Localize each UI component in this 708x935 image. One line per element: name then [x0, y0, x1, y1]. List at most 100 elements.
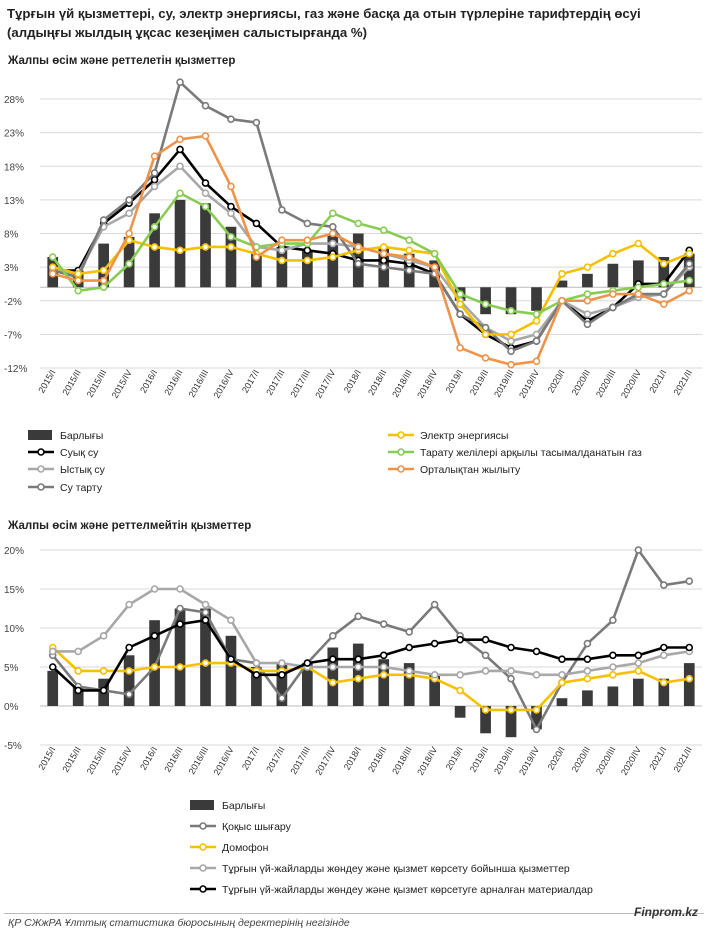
data-point: [660, 678, 668, 687]
y-tick-label: -12%: [4, 364, 27, 375]
data-point: [660, 259, 668, 268]
data-point: [405, 667, 413, 675]
x-tick-label: 2020/III: [594, 368, 618, 399]
bar: [301, 663, 313, 706]
data-point: [609, 249, 617, 258]
data-point: [278, 671, 286, 679]
data-point: [303, 256, 312, 265]
x-tick-label: 2018/II: [366, 745, 388, 774]
legend-label: Тұрғын үй-жайларды жөндеу және қызмет кө…: [222, 863, 570, 875]
y-tick-label: 20%: [4, 546, 24, 557]
bar: [200, 608, 211, 706]
data-point: [176, 585, 184, 593]
x-tick-label: 2015/III: [85, 368, 109, 399]
data-point: [176, 663, 184, 671]
bar: [72, 686, 84, 706]
x-tick-label: 2017/II: [264, 745, 286, 774]
data-point: [354, 612, 363, 621]
y-tick-label: 13%: [4, 196, 24, 207]
legend-label: Барлығы: [222, 800, 265, 812]
data-point: [99, 276, 108, 285]
data-point: [303, 236, 312, 245]
x-tick-label: 2017/III: [288, 745, 312, 776]
bar: [429, 674, 441, 706]
chart-regulated-services: 28%23%18%13%8%3%-2%-7%-12% 2015/I 2015/II 2…: [4, 78, 702, 494]
data-point: [532, 671, 541, 679]
footer-divider: [4, 913, 704, 914]
series-line-тұрғын-үй-жайларды-жөндеу-және-қызмет-көрсету-бойынша-қызметтер: [52, 587, 690, 677]
data-point: [201, 616, 210, 624]
bar: [658, 257, 670, 288]
bar: [251, 667, 262, 706]
data-point: [99, 266, 108, 275]
x-tick-label: 2020/IV: [619, 745, 643, 777]
data-point: [507, 674, 515, 683]
y-tick-label: 8%: [4, 230, 19, 241]
legend-swatch-marker: [397, 448, 405, 456]
data-point: [278, 236, 286, 245]
data-point: [532, 647, 541, 656]
data-point: [430, 263, 439, 271]
data-point: [532, 317, 541, 325]
data-point: [532, 725, 541, 734]
data-point: [507, 337, 515, 345]
data-point: [329, 209, 337, 218]
bar: [149, 620, 160, 706]
bar: [531, 287, 542, 311]
y-tick-label: 0%: [4, 702, 19, 713]
data-point: [278, 206, 286, 214]
x-tick-label: 2017/I: [240, 368, 261, 395]
x-tick-label: 2016/II: [162, 745, 184, 774]
data-point: [456, 344, 464, 352]
data-point: [660, 280, 668, 288]
data-point: [176, 189, 184, 197]
data-point: [456, 686, 464, 695]
footer-source: ҚР СЖжРА Ұлттық статистика бюросының дер…: [8, 917, 350, 929]
data-point: [481, 330, 490, 339]
legend-label: Электр энергиясы: [420, 430, 508, 442]
data-point: [507, 706, 515, 714]
data-point: [303, 219, 312, 228]
data-point: [634, 651, 643, 660]
bar: [378, 659, 390, 706]
chart2-subtitle: Жалпы өсім және реттелмейтін қызметтер: [8, 520, 252, 532]
data-point: [583, 320, 592, 329]
data-point: [329, 239, 337, 248]
data-point: [532, 310, 541, 319]
data-point: [609, 651, 617, 660]
bar: [47, 670, 59, 706]
data-point: [150, 585, 159, 593]
data-point: [48, 647, 57, 656]
x-tick-label: 2015/IV: [110, 745, 134, 777]
x-tick-label: 2021/I: [647, 745, 668, 772]
data-point: [609, 663, 617, 671]
data-point: [252, 659, 261, 667]
data-point: [201, 189, 210, 197]
y-tick-label: -2%: [4, 297, 22, 308]
data-point: [201, 243, 210, 251]
bar: [505, 287, 517, 315]
x-tick-label: 2015/II: [60, 745, 82, 774]
data-point: [252, 671, 261, 679]
data-point: [329, 253, 337, 261]
y-tick-label: 18%: [4, 162, 24, 173]
data-point: [150, 222, 159, 231]
data-point: [150, 175, 159, 184]
data-point: [150, 663, 159, 671]
legend-label: Барлығы: [60, 430, 103, 442]
data-point: [48, 663, 57, 671]
x-tick-label: 2016/III: [187, 745, 211, 776]
bar: [607, 686, 619, 706]
x-tick-label: 2019/II: [468, 745, 490, 774]
data-point: [685, 643, 694, 652]
data-point: [278, 256, 286, 265]
data-point: [456, 671, 464, 679]
x-tick-label: 2018/III: [390, 745, 414, 776]
data-point: [201, 202, 210, 211]
data-point: [405, 266, 413, 275]
data-point: [583, 639, 592, 648]
data-point: [507, 360, 515, 369]
data-point: [583, 263, 592, 271]
x-tick-label: 2017/II: [264, 368, 286, 397]
legend-label: Ыстық су: [60, 464, 106, 476]
